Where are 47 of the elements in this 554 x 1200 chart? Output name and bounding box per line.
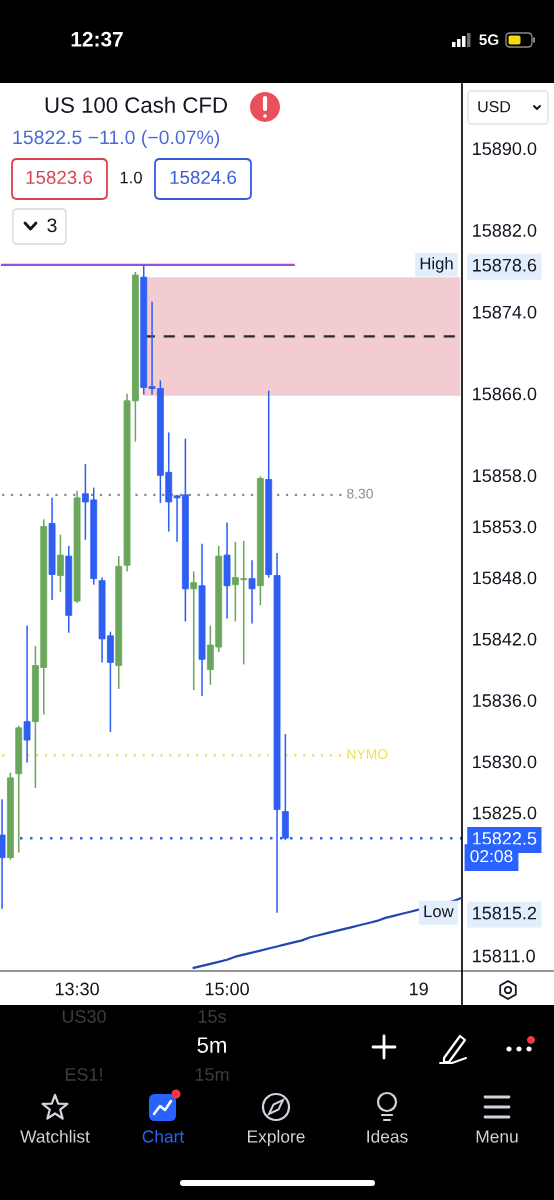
- y-tick-label: 15874.0: [473, 305, 537, 319]
- y-tick-label: 15858.0: [473, 469, 537, 483]
- candlestick: [190, 570, 198, 691]
- text: Explore: [247, 1129, 305, 1147]
- y-tick-label: 15866.0: [473, 387, 537, 401]
- y-tick-label: 15815.2: [473, 906, 537, 920]
- text: 02:08: [470, 849, 513, 863]
- annotation: Low: [424, 905, 454, 918]
- text: Watchlist: [20, 1129, 90, 1143]
- x-tick-label: 19: [410, 982, 428, 996]
- x-tick-label: 15:00: [205, 982, 249, 996]
- text: 15822.5 −11.0 (−0.07%): [13, 129, 220, 149]
- y-tick-label: 15822.5: [473, 832, 537, 845]
- text: 5m: [197, 1037, 226, 1053]
- annotation: 15823.6: [26, 170, 93, 185]
- text: 15m: [195, 1068, 229, 1081]
- y-tick-label: 15811.0: [473, 949, 535, 963]
- annotation: High: [420, 257, 453, 273]
- y-tick-label: 15878.6: [473, 258, 537, 272]
- y-tick-label: 15890.0: [473, 142, 537, 156]
- candlestick: [248, 559, 256, 625]
- y-tick-label: 15853.0: [473, 520, 537, 534]
- y-tick-label: 15842.0: [473, 632, 537, 646]
- y-tick-label: 15848.0: [473, 571, 537, 585]
- series-label: 8.30: [347, 488, 373, 499]
- text: US30: [62, 1010, 106, 1023]
- text: Ideas: [367, 1129, 408, 1143]
- text: Menu: [476, 1130, 518, 1143]
- y-tick-label: 15836.0: [473, 694, 537, 707]
- text: ES1!: [65, 1068, 102, 1081]
- annotation: 3: [47, 218, 57, 233]
- candlestick: [0, 798, 6, 910]
- candlestick: [56, 533, 64, 593]
- y-tick-label: 15882.0: [473, 224, 537, 237]
- text: USD: [478, 100, 511, 113]
- text: 12:37: [71, 31, 123, 47]
- text: Chart: [142, 1129, 185, 1143]
- annotation: 15824.6: [170, 170, 237, 185]
- series-label: NYMO: [347, 749, 388, 760]
- text: 15s: [198, 1010, 226, 1023]
- text: 5G: [479, 34, 499, 46]
- y-tick-label: 15825.0: [473, 806, 537, 820]
- annotation: 1.0: [120, 171, 142, 184]
- chart-title: US 100 Cash CFD: [45, 96, 227, 113]
- y-tick-label: 15830.0: [473, 755, 537, 769]
- candlestick: [23, 624, 31, 764]
- x-tick-label: 13:30: [55, 982, 99, 996]
